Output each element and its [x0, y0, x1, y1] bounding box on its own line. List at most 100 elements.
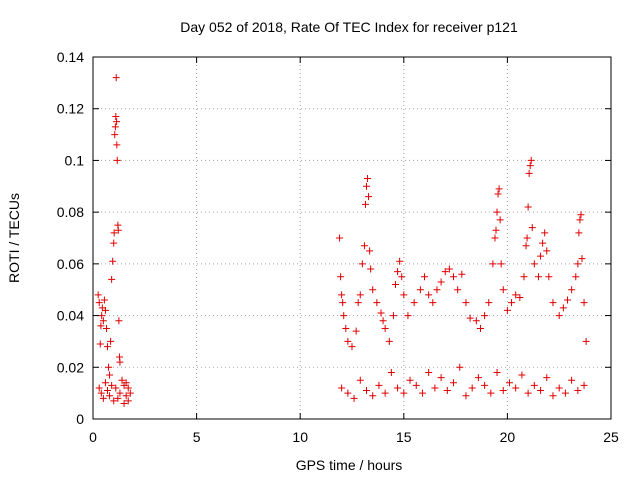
data-point [396, 257, 404, 265]
data-point [496, 216, 504, 224]
data-point [122, 379, 130, 387]
data-point [97, 389, 105, 397]
data-point [512, 384, 520, 392]
data-point [559, 304, 567, 312]
y-tick-label: 0.04 [57, 308, 84, 324]
data-point [99, 394, 107, 402]
data-point [492, 226, 500, 234]
data-point [379, 317, 387, 325]
data-point [433, 286, 441, 294]
data-point [555, 312, 563, 320]
data-point [539, 239, 547, 247]
data-point [445, 265, 453, 273]
data-point [377, 309, 385, 317]
data-point [437, 374, 445, 382]
data-point [491, 234, 499, 242]
data-point [96, 340, 104, 348]
data-point [493, 368, 501, 376]
data-point [113, 118, 121, 126]
data-point [458, 270, 466, 278]
data-point [106, 392, 114, 400]
data-point [574, 387, 582, 395]
data-point [416, 286, 424, 294]
data-point [468, 384, 476, 392]
data-point [537, 252, 545, 260]
data-point [418, 389, 426, 397]
data-point [561, 389, 569, 397]
data-point [102, 325, 110, 332]
data-point [95, 384, 103, 392]
data-point [582, 337, 590, 345]
data-point [116, 389, 124, 397]
data-point [518, 371, 526, 379]
data-point [120, 399, 128, 407]
data-point [104, 343, 112, 351]
data-point [503, 306, 511, 314]
data-point [352, 327, 360, 335]
y-tick-labels: 0 0.02 0.04 0.06 0.08 0.1 0.12 0.14 [57, 49, 84, 427]
data-point [389, 312, 397, 320]
data-point [348, 343, 356, 351]
data-point [356, 376, 364, 384]
data-point [369, 392, 377, 400]
data-point [485, 299, 493, 307]
data-point [400, 291, 408, 299]
data-point [344, 389, 352, 397]
data-point [508, 299, 516, 307]
y-tick-label: 0.08 [57, 204, 84, 220]
data-point [124, 397, 132, 405]
data-point [549, 392, 557, 400]
data-point [495, 185, 503, 193]
data-point [356, 291, 364, 299]
data-point [122, 392, 130, 400]
data-point [466, 314, 474, 322]
x-tick-label: 25 [603, 429, 619, 445]
x-tick-label: 5 [193, 429, 201, 445]
data-point [112, 384, 120, 392]
data-point [97, 322, 105, 330]
data-point [338, 384, 346, 392]
data-point [112, 112, 120, 120]
data-point [358, 260, 366, 268]
data-point [505, 379, 513, 387]
data-point [568, 376, 576, 384]
data-point [528, 224, 536, 232]
data-point [437, 278, 445, 286]
data-point [499, 387, 507, 395]
data-point [115, 317, 123, 325]
data-point [499, 286, 507, 294]
data-point [113, 141, 121, 149]
data-point [481, 312, 489, 320]
chart-title: Day 052 of 2018, Rate Of TEC Index for r… [180, 19, 518, 35]
data-point [454, 286, 462, 294]
data-point [441, 268, 449, 276]
data-point [363, 182, 371, 190]
data-point [110, 397, 118, 405]
data-point [543, 374, 551, 382]
data-point [381, 325, 389, 332]
data-point [101, 306, 109, 314]
data-point [481, 381, 489, 389]
data-point [366, 247, 374, 255]
data-point [549, 299, 557, 307]
data-point [497, 260, 505, 268]
data-point [112, 74, 120, 82]
data-point [493, 208, 501, 216]
data-point [443, 387, 451, 395]
data-point [398, 273, 406, 281]
y-tick-label: 0.12 [57, 101, 84, 117]
data-point [344, 337, 352, 345]
data-point [543, 247, 551, 255]
data-point [474, 374, 482, 382]
data-point [530, 381, 538, 389]
data-point [361, 200, 369, 208]
y-tick-label: 0.02 [57, 359, 84, 375]
axis-ticks [92, 56, 612, 420]
data-point [373, 299, 381, 307]
data-point [524, 203, 532, 211]
data-point [392, 281, 400, 289]
data-point [365, 193, 373, 201]
data-point [109, 257, 117, 265]
data-point [339, 299, 347, 307]
data-point [425, 291, 433, 299]
